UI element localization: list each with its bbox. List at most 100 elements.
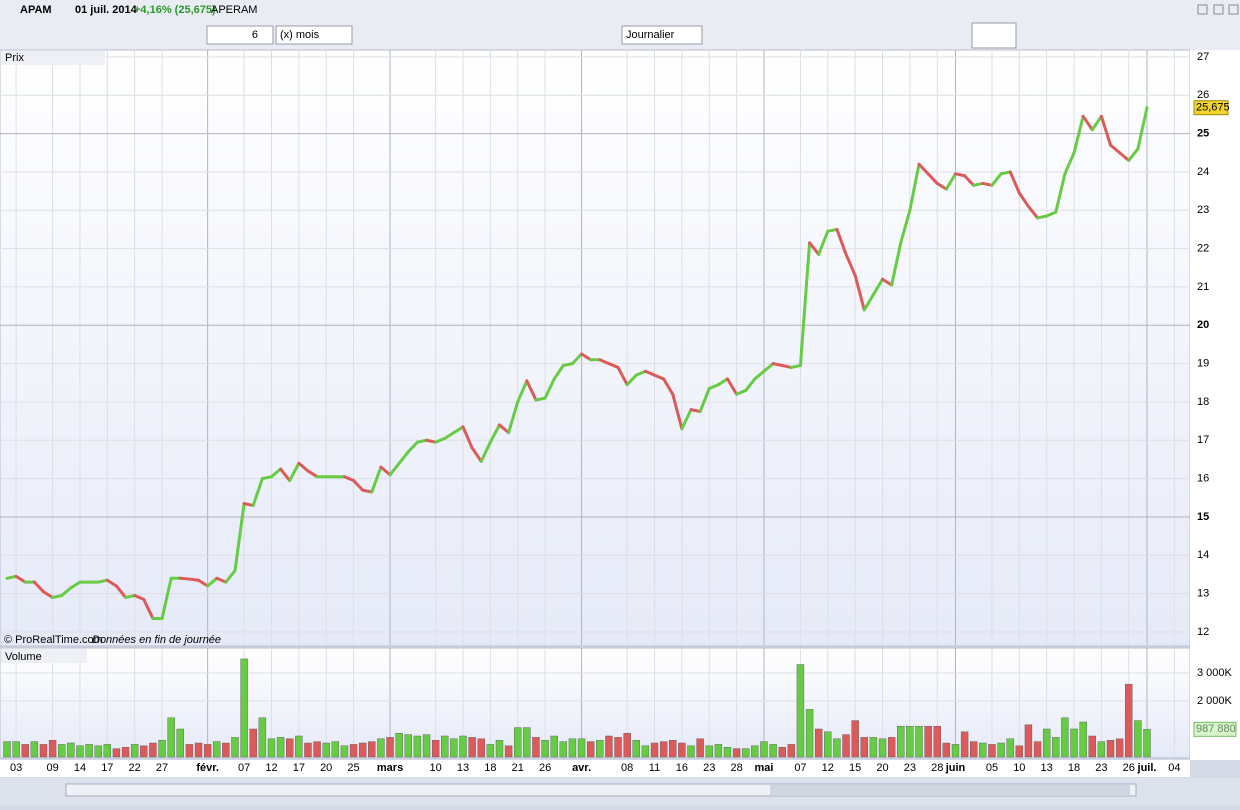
volume-bar (924, 725, 932, 758)
volume-bar (1115, 738, 1124, 758)
copyright: © ProRealTime.com (4, 634, 103, 646)
price-segment (1036, 214, 1049, 220)
volume-bar (687, 745, 695, 758)
volume-bar (796, 664, 805, 758)
price-segment (1008, 170, 1021, 195)
price-segment (178, 576, 191, 581)
price-segment (963, 174, 976, 187)
price-segment (744, 377, 757, 392)
y-tick-label: 25 (1197, 127, 1209, 139)
y-tick-label: 16 (1197, 473, 1209, 485)
volume-bar (979, 742, 987, 758)
volume-bar (1079, 721, 1087, 758)
volume-bar (222, 742, 230, 758)
price-segment (488, 423, 501, 444)
price-segment (479, 440, 492, 463)
price-segment (762, 362, 775, 373)
minimize-button[interactable] (1197, 4, 1208, 15)
price-segment (415, 438, 429, 444)
volume-bar (532, 737, 540, 758)
price-segment (269, 467, 283, 479)
volume-bar (477, 738, 485, 758)
x-tick-label: 18 (484, 762, 496, 774)
price-segment (826, 227, 839, 233)
volume-bar (130, 744, 139, 758)
volume-panel-label: Volume (5, 651, 42, 663)
volume-bar (76, 745, 84, 758)
y-tick-label: 27 (1197, 51, 1209, 63)
price-segment (634, 369, 647, 377)
price-segment (981, 181, 994, 187)
price-segment (1136, 106, 1149, 151)
maximize-button[interactable] (1213, 4, 1224, 15)
volume-bar (404, 734, 412, 758)
price-segment (260, 475, 273, 481)
volume-bar (669, 739, 677, 758)
price-segment (1118, 151, 1131, 162)
volume-bar (568, 738, 577, 758)
volume-bar (632, 739, 640, 758)
price-segment (1072, 114, 1085, 155)
title-bar (0, 0, 1240, 20)
scroll-thumb[interactable] (770, 785, 1130, 795)
price-segment (215, 576, 228, 584)
price-segment (1054, 172, 1067, 214)
price-segment (306, 469, 319, 479)
x-tick-label: 07 (794, 762, 806, 774)
volume-bar (267, 738, 276, 758)
price-segment (5, 574, 18, 580)
x-tick-label: 12 (822, 762, 834, 774)
x-tick-label: 23 (1095, 762, 1107, 774)
volume-bar (85, 744, 93, 758)
volume-bar (596, 739, 604, 758)
price-segment (32, 580, 45, 594)
volume-bar (203, 744, 212, 758)
volume-bar (997, 742, 1005, 758)
price-segment (160, 576, 173, 621)
price-segment (844, 252, 857, 277)
volume-bar (951, 744, 960, 758)
volume-bar (58, 744, 66, 758)
volume-bar (1125, 683, 1133, 758)
price-segment (206, 576, 219, 588)
volume-bar (3, 741, 11, 758)
interval-select[interactable] (621, 25, 703, 45)
price-segment (625, 373, 638, 387)
y-tick-label: 26 (1197, 89, 1209, 101)
price-panel-label: Prix (5, 52, 24, 64)
price-segment (908, 162, 921, 212)
period-count-input[interactable] (206, 25, 274, 45)
last-volume-box (1193, 721, 1237, 737)
close-button[interactable] (1228, 4, 1239, 15)
price-segment (388, 461, 401, 477)
volume-bar (413, 735, 422, 758)
volume-bar (1070, 728, 1078, 758)
price-segment (470, 446, 483, 463)
period-unit-select[interactable] (275, 25, 353, 45)
volume-bar (824, 731, 832, 758)
x-tick-label: avr. (572, 762, 591, 774)
price-segment (233, 502, 246, 573)
x-tick-label: 04 (1168, 762, 1180, 774)
price-segment (434, 436, 447, 444)
volume-bar (495, 739, 504, 758)
chart-style-button[interactable] (971, 22, 1017, 49)
price-segment (1109, 143, 1122, 155)
volume-bar (140, 745, 148, 758)
price-segment (1063, 151, 1076, 176)
volume-bar (240, 658, 248, 758)
period-count: 6 (252, 29, 258, 41)
x-tick-label: 10 (430, 762, 442, 774)
volume-bar (714, 744, 723, 758)
volume-bar (441, 735, 449, 758)
volume-bar (276, 737, 285, 758)
volume-bar (541, 739, 549, 758)
volume-bar (1042, 728, 1051, 758)
volume-bar (523, 727, 531, 758)
price-segment (352, 479, 365, 492)
volume-bar (39, 744, 48, 758)
price-segment (497, 423, 511, 435)
y-tick-label: 21 (1197, 281, 1209, 293)
x-tick-label: 03 (10, 762, 22, 774)
